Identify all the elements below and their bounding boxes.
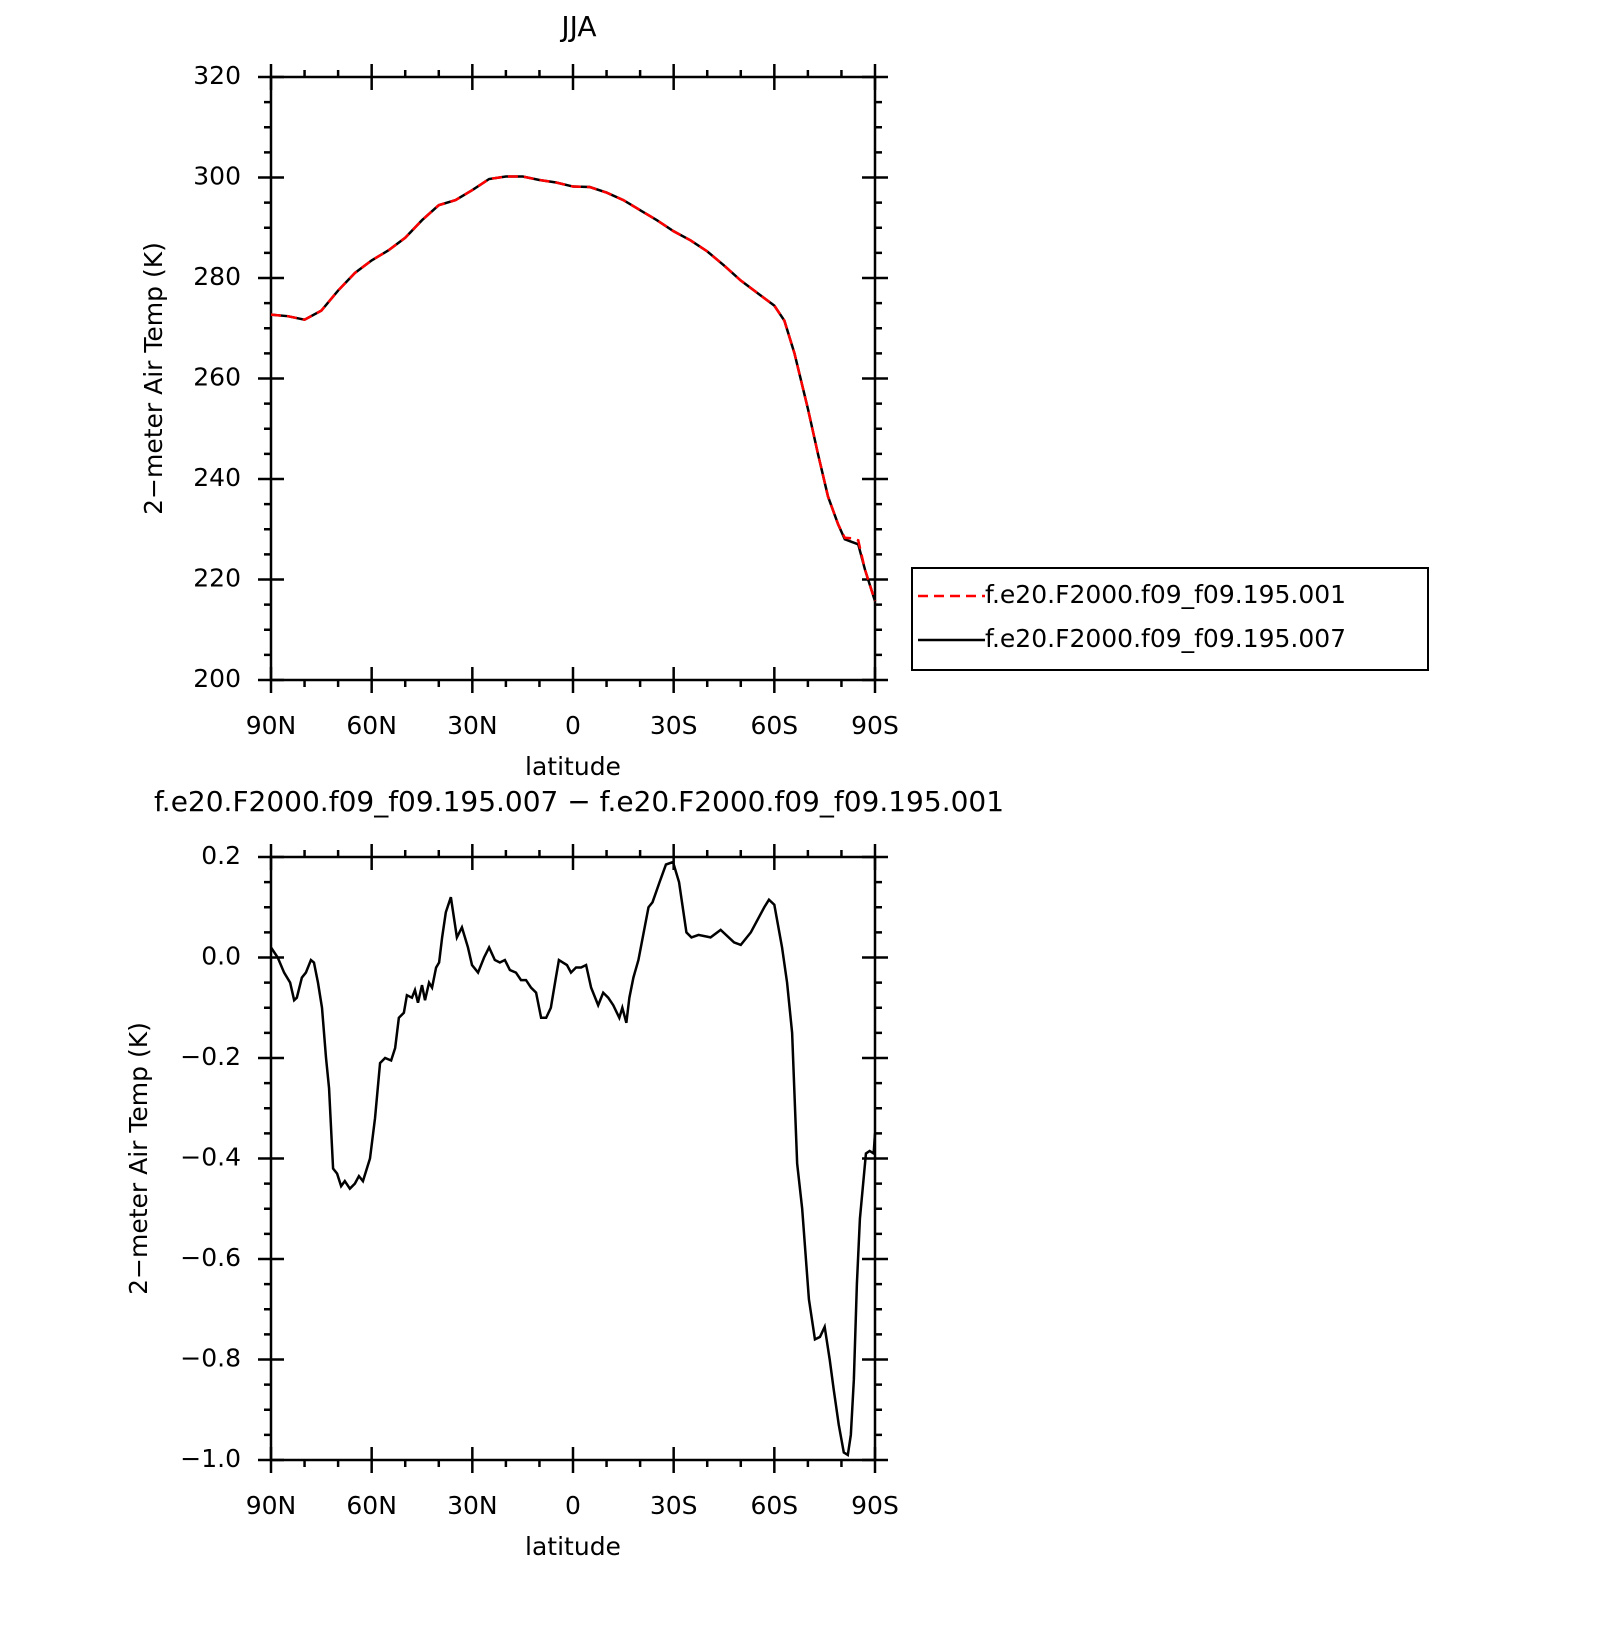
y-tick-label: 220	[193, 564, 241, 593]
y-axis-label: 2−meter Air Temp (K)	[124, 1022, 153, 1295]
y-tick-label: 240	[193, 463, 241, 492]
legend-label: f.e20.F2000.f09_f09.195.001	[985, 580, 1346, 609]
plot-frame	[269, 855, 877, 1462]
y-tick-label: 200	[193, 664, 241, 693]
y-tick-label: 0.2	[201, 841, 241, 870]
y-tick-label: 300	[193, 162, 241, 191]
x-tick-label: 90N	[246, 1491, 297, 1520]
x-tick-label: 60N	[346, 1491, 397, 1520]
data-line	[270, 175, 877, 602]
y-tick-label: 280	[193, 262, 241, 291]
y-tick-label: −0.2	[180, 1042, 241, 1071]
x-tick-label: 60S	[750, 711, 798, 740]
plot-frame	[269, 75, 877, 682]
x-tick-label: 30S	[650, 711, 698, 740]
x-tick-label: 30N	[447, 711, 498, 740]
x-tick-label: 30S	[650, 1491, 698, 1520]
x-tick-label: 90N	[246, 711, 297, 740]
chart-title: JJA	[559, 10, 596, 43]
y-tick-label: −1.0	[180, 1444, 241, 1473]
x-axis-label: latitude	[525, 752, 621, 781]
y-tick-label: 260	[193, 363, 241, 392]
x-tick-label: 90S	[851, 711, 899, 740]
x-tick-label: 30N	[447, 1491, 498, 1520]
x-tick-label: 0	[565, 1491, 581, 1520]
x-axis-label: latitude	[525, 1532, 621, 1561]
y-tick-label: −0.4	[180, 1143, 241, 1172]
data-line	[270, 175, 877, 602]
y-tick-label: −0.6	[180, 1243, 241, 1272]
y-tick-label: −0.8	[180, 1344, 241, 1373]
data-line	[269, 860, 877, 1458]
y-tick-label: 0.0	[201, 942, 241, 971]
legend-box	[911, 567, 1429, 671]
x-tick-label: 0	[565, 711, 581, 740]
x-tick-label: 60S	[750, 1491, 798, 1520]
y-axis-label: 2−meter Air Temp (K)	[139, 242, 168, 515]
y-tick-label: 320	[193, 61, 241, 90]
chart-title: f.e20.F2000.f09_f09.195.007 − f.e20.F200…	[154, 785, 1004, 818]
x-tick-label: 90S	[851, 1491, 899, 1520]
x-tick-label: 60N	[346, 711, 397, 740]
legend-label: f.e20.F2000.f09_f09.195.007	[985, 624, 1346, 653]
